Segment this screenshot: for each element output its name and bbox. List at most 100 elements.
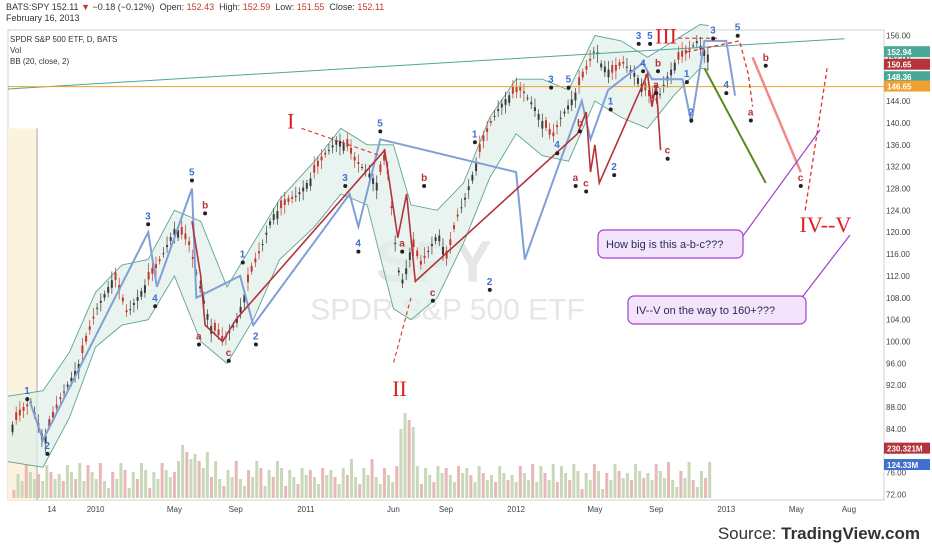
price-badge bbox=[884, 80, 930, 92]
candle-body bbox=[368, 173, 371, 178]
volume-bar bbox=[522, 473, 526, 498]
volume-bar bbox=[16, 474, 20, 498]
projection-top-dashed bbox=[686, 40, 754, 107]
volume-bar bbox=[292, 477, 296, 498]
candle-body bbox=[548, 128, 551, 135]
candle-body bbox=[449, 239, 452, 245]
bollinger-lower bbox=[7, 67, 709, 468]
candle-body bbox=[533, 107, 536, 111]
candle-body bbox=[15, 412, 18, 420]
volume-bar bbox=[32, 479, 36, 498]
candle-body bbox=[673, 62, 676, 71]
candle-body bbox=[246, 274, 249, 283]
wave-label: 2 bbox=[611, 162, 617, 173]
candle-body bbox=[441, 246, 444, 255]
volume-bar bbox=[502, 473, 506, 498]
wave-label: 3 bbox=[636, 31, 642, 42]
candle-body bbox=[383, 154, 386, 161]
volume-bar bbox=[675, 487, 679, 498]
candle-body bbox=[254, 258, 257, 263]
candle-body bbox=[585, 65, 588, 70]
wave-pivot-dot bbox=[487, 287, 492, 292]
candle-body bbox=[563, 111, 566, 114]
y-tick-label: 108.00 bbox=[886, 294, 911, 303]
volume-bar bbox=[284, 486, 288, 498]
volume-bar bbox=[498, 466, 502, 498]
candle-body bbox=[88, 326, 91, 331]
candle-body bbox=[581, 71, 584, 78]
volume-bar bbox=[489, 475, 493, 498]
candle-body bbox=[541, 120, 544, 129]
volume-bar bbox=[547, 480, 551, 498]
source-prefix: Source: bbox=[717, 524, 782, 543]
y-tick-label: 100.00 bbox=[886, 338, 911, 347]
volume-bar bbox=[152, 472, 156, 498]
volume-bar bbox=[354, 477, 358, 498]
rising-trendline bbox=[7, 38, 845, 90]
candle-body bbox=[147, 271, 150, 280]
candle-body bbox=[556, 125, 559, 128]
volume-bar bbox=[461, 473, 465, 498]
candle-body bbox=[659, 94, 662, 96]
volume-bar bbox=[539, 466, 543, 498]
volume-bar bbox=[271, 477, 275, 498]
candle-body bbox=[213, 322, 216, 331]
candle-body bbox=[390, 206, 393, 208]
candle-body bbox=[114, 272, 117, 281]
candle-body bbox=[18, 409, 21, 416]
close-value: 152.11 bbox=[357, 2, 385, 12]
candle-body bbox=[327, 150, 330, 152]
low-value: 151.55 bbox=[296, 2, 325, 12]
candle-body bbox=[291, 196, 294, 199]
wave-pivot-dot bbox=[356, 249, 361, 254]
candle-body bbox=[66, 384, 69, 387]
candle-body bbox=[44, 435, 47, 444]
major-wave-label: I bbox=[287, 108, 294, 133]
candle-body bbox=[298, 192, 301, 195]
volume-bar bbox=[172, 472, 176, 498]
volume-bar bbox=[658, 471, 662, 498]
projection-bc-leg bbox=[751, 56, 802, 173]
volume-bar bbox=[296, 484, 300, 498]
volume-bar bbox=[94, 479, 98, 498]
volume-bar bbox=[584, 473, 588, 498]
volume-bar bbox=[419, 484, 423, 498]
candle-body bbox=[629, 69, 632, 72]
wave-label: 1 bbox=[472, 129, 478, 140]
candle-body bbox=[228, 331, 231, 333]
candle-body bbox=[508, 95, 511, 103]
candle-body bbox=[471, 174, 474, 181]
price-badge-label: 230.321M bbox=[887, 445, 923, 454]
x-tick-label: May bbox=[789, 505, 804, 514]
volume-bar bbox=[588, 480, 592, 498]
candle-body bbox=[600, 63, 603, 68]
volume-bar bbox=[642, 478, 646, 498]
y-tick-label: 132.00 bbox=[886, 163, 911, 172]
volume-bar bbox=[531, 464, 535, 498]
y-tick-label: 116.00 bbox=[886, 250, 910, 259]
candle-body bbox=[603, 66, 606, 73]
candle-body bbox=[633, 72, 636, 77]
wave-label: 1 bbox=[24, 386, 30, 397]
candle-body bbox=[173, 229, 176, 235]
wave-label: c bbox=[430, 288, 436, 299]
volume-bar bbox=[337, 484, 341, 498]
volume-bar bbox=[222, 486, 226, 498]
price-badge-label: 150.65 bbox=[887, 61, 912, 70]
candle-body bbox=[515, 86, 518, 93]
candle-body bbox=[177, 230, 180, 238]
candle-body bbox=[489, 120, 492, 123]
volume-bar bbox=[572, 464, 576, 498]
candle-body bbox=[497, 109, 500, 112]
wave-label: 5 bbox=[189, 168, 195, 179]
wave-label: b bbox=[202, 200, 208, 211]
wave-pivot-dot bbox=[549, 85, 554, 90]
candle-body bbox=[544, 120, 547, 128]
candle-body bbox=[467, 186, 470, 191]
candle-body bbox=[500, 103, 503, 108]
price-badge bbox=[884, 442, 930, 454]
candle-body bbox=[294, 195, 297, 197]
wave-label: 2 bbox=[688, 107, 694, 118]
